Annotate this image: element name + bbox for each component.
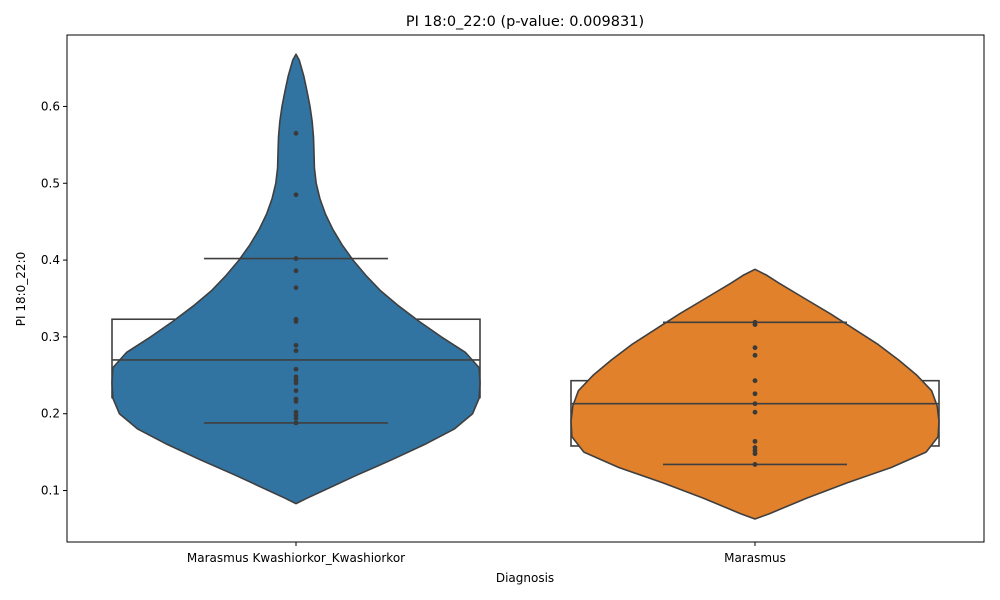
data-point (752, 345, 758, 351)
data-point (293, 399, 299, 404)
data-point (293, 256, 299, 261)
data-point (293, 285, 299, 291)
y-tick-label: 0.3 (41, 330, 60, 344)
data-point (752, 401, 758, 407)
y-tick-label: 0.4 (41, 253, 60, 267)
y-tick-label: 0.6 (41, 99, 60, 113)
x-tick-label: Marasmus (724, 551, 786, 565)
data-point (752, 451, 758, 457)
chart-title: PI 18:0_22:0 (p-value: 0.009831) (406, 14, 644, 30)
data-point (293, 420, 299, 426)
y-tick-label: 0.5 (41, 176, 60, 190)
x-tick-label: Marasmus Kwashiorkor_Kwashiorkor (187, 551, 405, 565)
data-point (752, 322, 758, 328)
y-tick-label: 0.2 (41, 407, 60, 421)
data-point (752, 352, 758, 358)
axes: Marasmus Kwashiorkor_Kwashiorkor Marasmus… (41, 99, 786, 565)
plot-area (111, 53, 940, 520)
data-point (752, 378, 758, 384)
y-axis-label: PI 18:0_22:0 (14, 252, 28, 326)
data-point (293, 380, 299, 386)
x-axis-label: Diagnosis (496, 571, 554, 585)
data-point (293, 415, 299, 421)
data-point (752, 462, 758, 467)
violin-group-1 (111, 53, 481, 505)
data-point (752, 409, 758, 415)
violin-body (111, 53, 481, 505)
violin-group-2 (570, 268, 940, 520)
data-point (293, 366, 299, 372)
y-tick-label: 0.1 (41, 484, 60, 498)
data-point (293, 348, 299, 354)
data-point (293, 192, 299, 198)
plot-frame (66, 34, 985, 543)
data-point (293, 319, 299, 324)
data-point (293, 342, 299, 348)
data-point (752, 391, 758, 397)
data-point (293, 388, 299, 394)
data-point (752, 438, 758, 444)
data-point (293, 268, 299, 274)
data-point (293, 130, 299, 136)
